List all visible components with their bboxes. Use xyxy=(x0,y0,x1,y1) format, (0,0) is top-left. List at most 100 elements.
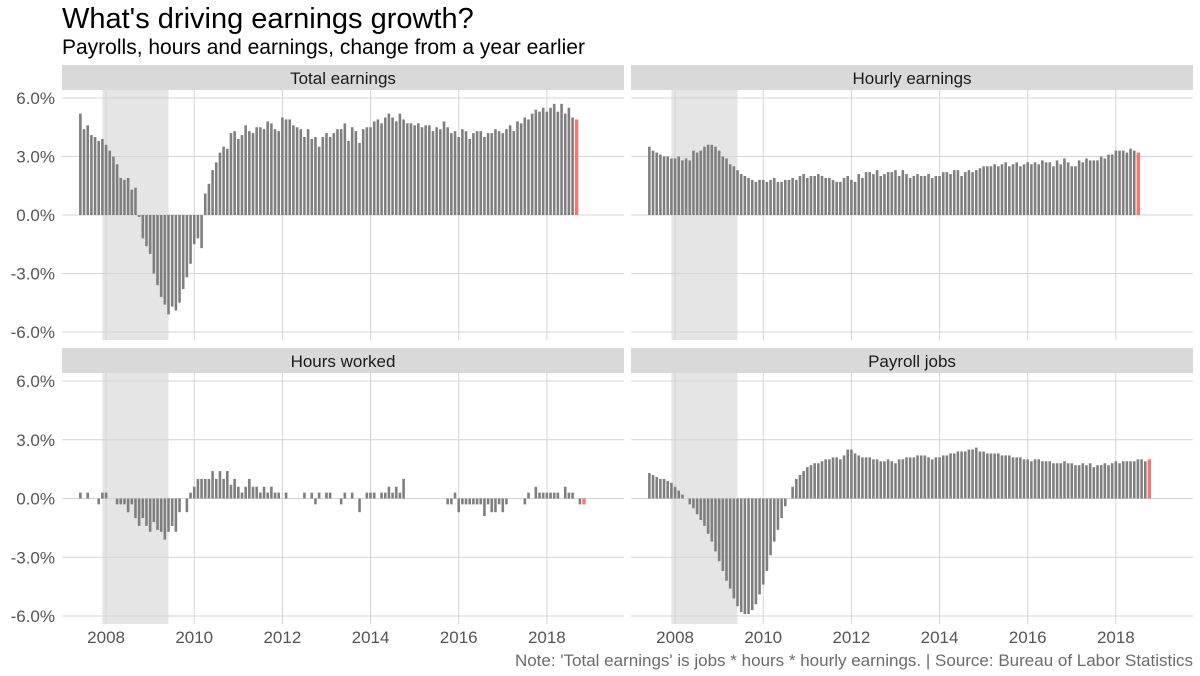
bar xyxy=(1096,465,1099,499)
latest-bar xyxy=(1136,152,1141,215)
bar xyxy=(1121,461,1125,499)
bar xyxy=(692,150,695,215)
x-tick-label: 2010 xyxy=(744,628,782,647)
bar xyxy=(986,166,989,215)
bar xyxy=(817,463,820,499)
bar xyxy=(857,174,861,215)
bar xyxy=(314,137,317,215)
y-tick-label: -6.0% xyxy=(11,607,55,626)
bar xyxy=(126,498,130,513)
bar xyxy=(545,492,549,499)
bar xyxy=(820,461,824,499)
bar xyxy=(527,119,530,215)
bar xyxy=(894,463,897,499)
bar xyxy=(739,498,743,613)
bar xyxy=(380,123,383,215)
bar xyxy=(728,498,732,589)
bar xyxy=(299,129,303,215)
bar xyxy=(872,459,875,499)
bar xyxy=(721,156,725,215)
x-tick-label: 2012 xyxy=(263,628,301,647)
bar xyxy=(791,177,794,215)
bar xyxy=(868,172,872,215)
bar xyxy=(923,455,927,499)
bar xyxy=(571,492,574,499)
bar xyxy=(494,129,497,215)
bar xyxy=(203,478,207,499)
bar xyxy=(325,492,328,499)
bar xyxy=(413,125,416,215)
bar xyxy=(750,498,754,611)
bar xyxy=(1129,148,1132,215)
bar xyxy=(104,492,108,499)
bar xyxy=(945,455,949,499)
bar xyxy=(853,181,857,215)
bar xyxy=(394,486,398,499)
bar xyxy=(486,133,490,215)
bar xyxy=(890,461,894,499)
bar xyxy=(148,498,152,532)
bar xyxy=(214,478,218,499)
bar xyxy=(1099,465,1103,499)
bar xyxy=(200,215,203,249)
y-tick-label: 0.0% xyxy=(16,490,55,509)
bar xyxy=(468,138,472,215)
bar xyxy=(670,482,673,499)
bar xyxy=(776,498,780,530)
bar xyxy=(233,478,236,499)
bar xyxy=(141,498,145,519)
bar xyxy=(1063,461,1066,499)
bar xyxy=(1008,166,1011,215)
bar xyxy=(240,492,244,499)
bar xyxy=(717,498,721,562)
latest-bar xyxy=(1147,459,1152,499)
bar xyxy=(563,113,567,215)
bar xyxy=(1074,166,1077,215)
bar xyxy=(409,123,413,215)
bar xyxy=(101,138,104,215)
bar xyxy=(196,215,200,239)
bar xyxy=(787,179,791,215)
panel-total-earnings: Total earnings 6.0% 3.0% 0.0% -3.0% -6.0% xyxy=(11,65,624,342)
bar xyxy=(303,492,306,499)
latest-bar xyxy=(574,119,579,215)
bar xyxy=(538,111,541,215)
bar xyxy=(934,457,938,499)
bar xyxy=(1081,162,1085,215)
bar xyxy=(710,498,714,542)
bar xyxy=(310,492,314,499)
bar xyxy=(677,156,681,215)
panel-strip xyxy=(62,65,624,90)
bar xyxy=(783,498,787,507)
bar xyxy=(732,166,736,215)
bar xyxy=(1096,160,1099,215)
bar xyxy=(831,457,835,499)
chart-subtitle: Payrolls, hours and earnings, change fro… xyxy=(62,36,585,59)
bar xyxy=(123,179,126,215)
bar xyxy=(1110,154,1114,215)
bar xyxy=(967,449,971,499)
bar xyxy=(380,492,383,499)
bar xyxy=(225,471,229,499)
bar xyxy=(148,215,152,254)
bar xyxy=(993,164,996,215)
bar xyxy=(174,215,178,311)
bar xyxy=(960,451,963,499)
bar xyxy=(119,177,123,215)
bar xyxy=(861,457,864,499)
bar xyxy=(497,498,501,505)
bar xyxy=(225,148,229,215)
bar xyxy=(108,150,112,215)
bar xyxy=(835,457,838,499)
bar xyxy=(662,156,666,215)
bar xyxy=(1107,154,1110,215)
bar xyxy=(365,127,369,215)
bar xyxy=(483,137,486,215)
bar xyxy=(919,176,923,215)
bar xyxy=(552,103,556,215)
bar xyxy=(549,107,552,215)
bar xyxy=(850,179,853,215)
x-tick-label: 2008 xyxy=(656,628,694,647)
bar xyxy=(483,498,486,517)
bar xyxy=(156,215,159,286)
